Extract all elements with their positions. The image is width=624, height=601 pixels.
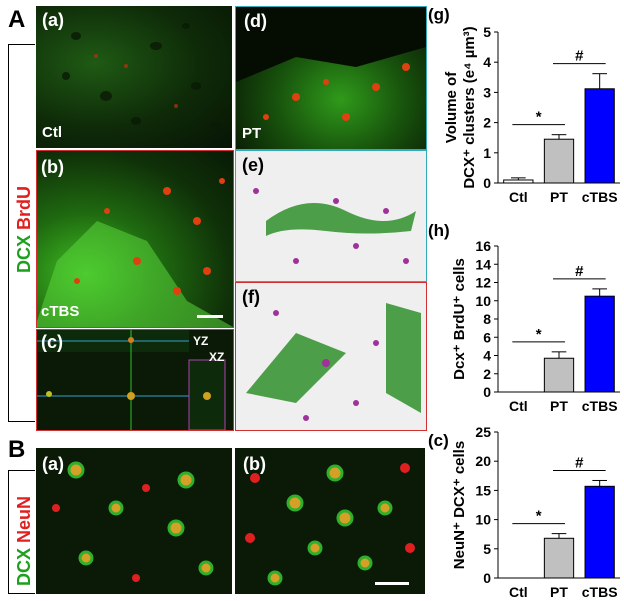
panel-caption-ctl: Ctl [42, 124, 62, 141]
y-tick-label: 3 [483, 84, 491, 100]
y-tick-label: 2 [483, 115, 491, 131]
y-tick-label: 16 [475, 238, 491, 254]
y-tick-label: 4 [483, 348, 491, 364]
x-tick-label: PT [550, 189, 568, 205]
panel-label-f: (f) [242, 287, 260, 307]
x-tick-label: PT [550, 584, 568, 600]
y-tick-label: 5 [483, 24, 491, 40]
panel-label-c: (c) [41, 332, 63, 352]
y-tick-label: 12 [475, 275, 491, 291]
y-tick-label: 20 [475, 453, 491, 469]
scale-bar-a [197, 315, 223, 318]
section-a-stain-label: DCX BrdU [14, 186, 35, 273]
x-tick-label: Ctl [509, 189, 528, 205]
bar-ctl [503, 179, 534, 184]
panel-label-b: (b) [41, 157, 64, 177]
y-tick-label: 5 [483, 541, 491, 557]
render-e-3d: (e) [235, 150, 427, 282]
section-b-letter: B [8, 436, 26, 463]
micrograph-c-orthogonal: (c) YZ XZ [36, 329, 234, 431]
stain-dcx-label: DCX [14, 234, 34, 273]
micrograph-a-ctl: (a) Ctl [36, 6, 232, 148]
micrograph-b-ctbs: (b) cTBS [36, 150, 234, 328]
y-tick-label: 1 [483, 145, 491, 161]
x-tick-label: Ctl [509, 398, 528, 414]
bar-pt [543, 537, 575, 579]
y-tick-label: 2 [483, 366, 491, 382]
y-tick-label: 4 [483, 54, 491, 70]
y-axis-label: NeuN⁺ DCX⁺ cells [451, 441, 468, 569]
y-tick-label: 25 [475, 424, 491, 440]
micrograph-b-texture [37, 178, 233, 327]
chart-panel-label: (c) [428, 431, 449, 450]
y-tick-label: 10 [475, 512, 491, 528]
significance-marker: * [536, 326, 542, 343]
panel-label-e: (e) [242, 155, 264, 175]
orthogonal-view-lines [37, 330, 226, 430]
micrograph-ba: (a) [36, 448, 232, 594]
y-tick-label: 6 [483, 329, 491, 345]
panel-label-ba: (a) [42, 454, 64, 474]
micrograph-bb: (b) [235, 448, 425, 594]
micrograph-d-pt: (d) PT [235, 6, 427, 150]
panel-label-d: (d) [244, 11, 267, 31]
x-tick-label: PT [550, 398, 568, 414]
significance-marker: # [575, 263, 584, 280]
y-tick-label: 15 [475, 482, 491, 498]
bar-ctbs [584, 485, 615, 579]
x-tick-label: cTBS [582, 189, 618, 205]
significance-marker: # [575, 454, 584, 471]
significance-marker: # [575, 48, 584, 65]
render-f-shapes [246, 303, 421, 421]
y-axis-label: Volume of [443, 71, 460, 143]
panel-label-bb: (b) [243, 454, 266, 474]
panel-caption-pt: PT [242, 125, 262, 142]
yz-label: YZ [193, 334, 209, 348]
bar-pt [543, 138, 575, 184]
section-a-letter: A [8, 6, 26, 33]
bar-pt [543, 357, 575, 393]
significance-marker: * [536, 109, 542, 126]
y-tick-label: 14 [475, 256, 491, 272]
micrograph-a-texture [62, 23, 221, 130]
significance-marker: * [536, 508, 542, 525]
section-a-bracket [8, 44, 35, 422]
bar-ctbs [584, 88, 615, 184]
y-tick-label: 0 [483, 570, 491, 586]
xz-label: XZ [209, 350, 225, 364]
y-tick-label: 0 [483, 175, 491, 191]
micrograph-bb-cells [245, 463, 415, 586]
x-tick-label: cTBS [582, 584, 618, 600]
render-f-3d: (f) [235, 282, 427, 431]
y-axis-label-line2: DCX⁺ clusters (e⁴ µm³) [461, 26, 478, 188]
chart-panel-label: (h) [428, 221, 450, 240]
micrograph-ba-cells [52, 461, 214, 582]
section-b-bracket [8, 470, 35, 594]
section-b-stain-label: DCX NeuN [14, 496, 35, 586]
bar-ctbs [584, 295, 615, 393]
y-tick-label: 0 [483, 384, 491, 400]
scale-bar-b [375, 582, 409, 585]
x-tick-label: cTBS [582, 398, 618, 414]
stain-dcx-label-b: DCX [14, 547, 34, 586]
stain-neun-label: NeuN [14, 495, 34, 543]
micrograph-d-texture [236, 7, 426, 121]
render-e-shapes [253, 188, 416, 264]
chart-panel-label: (g) [428, 5, 450, 24]
y-axis-label: Dcx⁺ BrdU⁺ cells [451, 258, 468, 380]
stain-brdu-label: BrdU [14, 185, 34, 230]
y-tick-label: 8 [483, 311, 491, 327]
panel-label-a: (a) [42, 10, 64, 30]
y-tick-label: 10 [475, 293, 491, 309]
x-tick-label: Ctl [509, 584, 528, 600]
panel-caption-ctbs: cTBS [41, 303, 80, 320]
